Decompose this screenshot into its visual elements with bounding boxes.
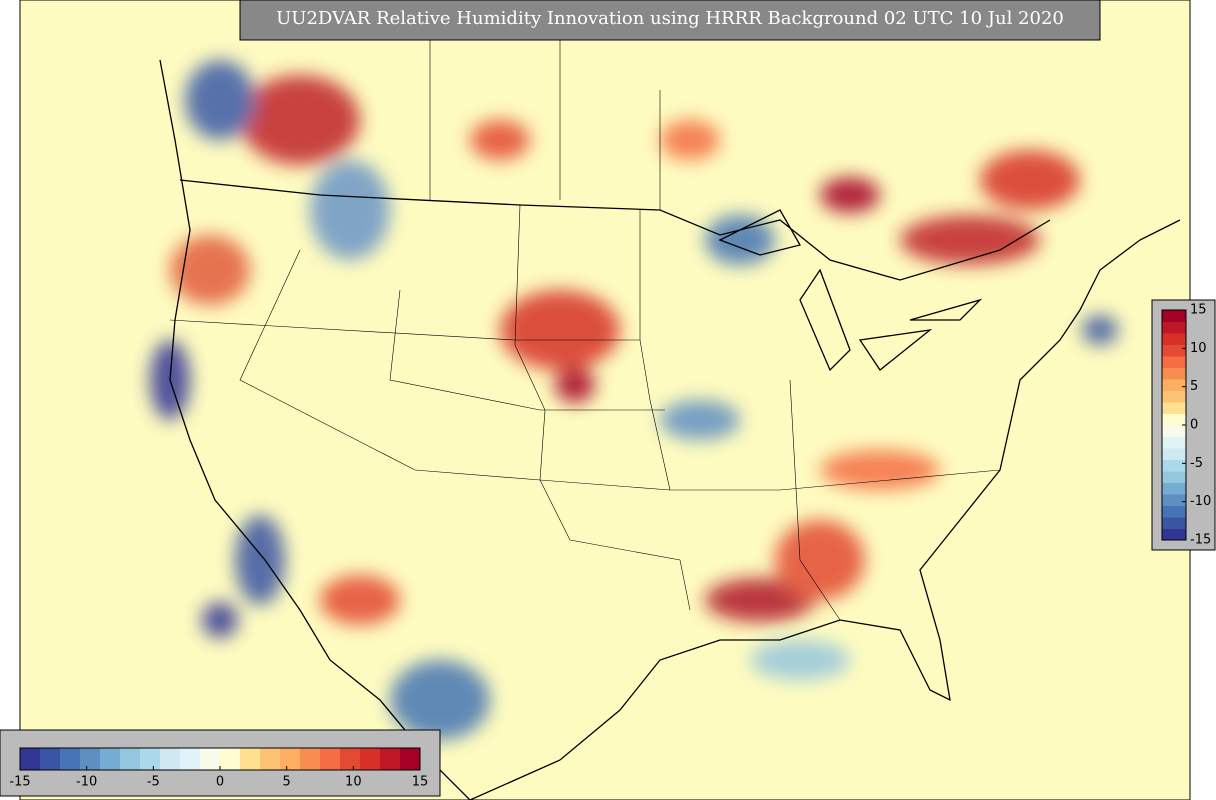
colorbar-tick-label: -15 xyxy=(9,775,30,790)
colorbar-tick-label: -15 xyxy=(1190,533,1211,548)
colorbar-tick-label: -5 xyxy=(1190,456,1203,471)
colorbar-swatch xyxy=(40,748,61,770)
colorbar-swatch xyxy=(260,748,281,770)
colorbar-tick-label: 15 xyxy=(1190,303,1207,318)
map-title: UU2DVAR Relative Humidity Innovation usi… xyxy=(276,8,1064,29)
colorbar-swatch xyxy=(1162,344,1186,357)
map-field xyxy=(20,0,1190,800)
colorbar-swatch xyxy=(1162,517,1186,529)
colorbar-swatch xyxy=(1162,505,1186,518)
colorbar-swatch xyxy=(240,748,261,770)
colorbar-swatch xyxy=(60,748,81,770)
colorbar-swatch xyxy=(140,748,161,770)
colorbar-swatch xyxy=(1162,310,1186,322)
colorbar-swatch xyxy=(1162,321,1186,334)
colorbar-swatch xyxy=(1162,425,1186,437)
colorbar-tick-label: 15 xyxy=(412,775,429,790)
colorbar-swatch xyxy=(1162,356,1186,368)
colorbar-swatch xyxy=(100,748,121,770)
colorbar-swatch xyxy=(1162,459,1186,472)
colorbar-swatch xyxy=(400,748,421,770)
colorbar-swatch xyxy=(180,748,201,770)
colorbar-swatch xyxy=(80,748,101,770)
colorbar-swatch xyxy=(1162,494,1186,506)
colorbar-swatch xyxy=(1162,528,1186,541)
colorbar-swatch xyxy=(380,748,401,770)
colorbar-swatch xyxy=(280,748,301,770)
colorbar-swatch xyxy=(1162,482,1186,495)
colorbar-swatch xyxy=(160,748,181,770)
colorbar-swatch xyxy=(320,748,341,770)
colorbar-swatch xyxy=(1162,448,1186,460)
colorbar-swatch xyxy=(360,748,381,770)
colorbar-tick-label: 5 xyxy=(283,775,291,790)
title-box xyxy=(239,0,1101,41)
colorbar-tick-label: -10 xyxy=(1190,494,1211,509)
colorbar-swatch xyxy=(300,748,321,770)
colorbar-swatch xyxy=(1162,367,1186,380)
colorbar-swatch xyxy=(220,748,241,770)
colorbar-swatch xyxy=(1162,436,1186,449)
colorbar-tick-label: 10 xyxy=(345,775,362,790)
colorbar-swatch xyxy=(20,748,41,770)
colorbar-swatch xyxy=(1162,471,1186,483)
colorbar-tick-label: 5 xyxy=(1190,379,1198,394)
colorbar-swatch xyxy=(1162,333,1186,345)
colorbar-tick-label: 10 xyxy=(1190,341,1207,356)
colorbar-swatch xyxy=(1162,413,1186,426)
colorbar-swatch xyxy=(1162,379,1186,391)
colorbar-swatch xyxy=(1162,390,1186,403)
colorbar-tick-label: 0 xyxy=(216,775,224,790)
colorbar-tick-label: -10 xyxy=(76,775,97,790)
colorbar-swatch xyxy=(120,748,141,770)
colorbar-tick-label: 0 xyxy=(1190,418,1198,433)
colorbar-swatch xyxy=(340,748,361,770)
colorbar-tick-label: -5 xyxy=(147,775,160,790)
colorbar-swatch xyxy=(200,748,221,770)
colorbar-swatch xyxy=(1162,402,1186,414)
